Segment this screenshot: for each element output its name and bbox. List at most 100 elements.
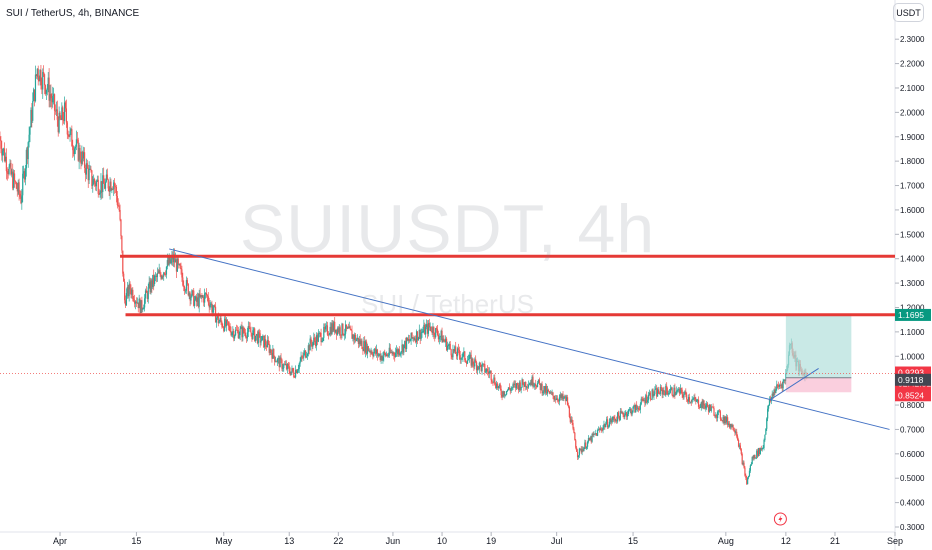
candle-body: [736, 431, 738, 437]
candle-body: [777, 385, 780, 387]
candle-body: [639, 404, 641, 410]
candle-body: [697, 399, 700, 407]
candle-body: [517, 385, 520, 391]
candle-body: [548, 391, 550, 394]
candle-body: [488, 371, 490, 374]
candle-body: [626, 413, 629, 417]
candle-body: [739, 445, 741, 450]
candle-body: [536, 386, 538, 388]
candle-body: [559, 394, 561, 398]
candle-body: [644, 400, 646, 404]
candle-body: [174, 259, 177, 263]
currency-unit-button[interactable]: USDT: [893, 3, 924, 22]
candle-body: [734, 431, 736, 433]
candle-body: [429, 326, 431, 328]
candle-body: [444, 340, 446, 343]
candle-body: [154, 275, 156, 285]
candle-body: [357, 337, 359, 344]
candle-body: [527, 384, 530, 388]
candle-body: [458, 349, 460, 356]
candle-body: [748, 470, 751, 476]
candle-body: [134, 300, 136, 304]
price-tag-entry-text: 0.9118: [898, 375, 924, 385]
candle-body: [342, 323, 344, 335]
candle-body: [464, 351, 466, 361]
candle-body: [87, 168, 89, 181]
candle-body: [202, 296, 204, 298]
candle-body: [355, 339, 358, 341]
candle-body: [507, 387, 510, 391]
candle-body: [312, 342, 314, 347]
candle-body: [761, 448, 763, 450]
candle-body: [163, 272, 165, 277]
candle-body: [302, 356, 304, 358]
candle-body: [731, 424, 733, 428]
candle-body: [362, 349, 364, 351]
candle-body: [256, 334, 259, 344]
candle-body: [660, 386, 662, 389]
candle-body: [346, 327, 349, 329]
candle-body: [185, 280, 188, 291]
candle-body: [577, 455, 580, 458]
candle-body: [144, 290, 147, 299]
candle-body: [239, 328, 241, 336]
candle-body: [53, 94, 56, 111]
candle-body: [89, 168, 91, 170]
candle-body: [253, 328, 255, 331]
candle-body: [347, 327, 349, 329]
candle-body: [378, 353, 380, 355]
candle-body: [591, 434, 593, 442]
candle-body: [392, 352, 394, 354]
candle-body: [272, 349, 274, 359]
candle-body: [549, 392, 551, 394]
candle-body: [516, 383, 519, 386]
candle-body: [137, 302, 139, 309]
candle-body: [783, 379, 785, 381]
candle-body: [103, 175, 105, 184]
candle-body: [337, 328, 339, 333]
candle-body: [653, 394, 655, 397]
candle-body: [175, 259, 178, 272]
candle-body: [24, 168, 27, 180]
y-tick-label: 2.2000: [900, 60, 925, 69]
candle-body: [727, 423, 730, 425]
candle-body: [13, 173, 15, 189]
candle-body: [273, 349, 275, 356]
candle-body: [547, 389, 550, 392]
candle-body: [490, 371, 492, 381]
candle-body: [425, 324, 428, 328]
candle-body: [410, 332, 412, 341]
candle-body: [262, 335, 264, 337]
candle-body: [556, 398, 559, 401]
candle-body: [149, 281, 151, 293]
candle-body: [65, 108, 67, 123]
candle-body: [480, 364, 482, 371]
candle-body: [182, 277, 184, 286]
candle-body: [327, 334, 329, 336]
candle-body: [576, 447, 578, 452]
candle-body: [384, 351, 386, 354]
candle-body: [213, 305, 215, 310]
y-tick-label: 1.7000: [900, 182, 925, 191]
candle-body: [300, 356, 302, 361]
candle-body: [32, 101, 34, 121]
candle-body: [23, 171, 25, 174]
candle-body: [282, 368, 284, 369]
candle-body: [85, 163, 88, 175]
candle-body: [118, 205, 120, 210]
candle-body: [289, 371, 291, 375]
candle-body: [283, 364, 285, 369]
candle-body: [196, 297, 198, 302]
candle-body: [546, 386, 548, 394]
candle-body: [381, 355, 383, 361]
candle-body: [638, 409, 641, 411]
candle-body: [447, 345, 450, 347]
candle-body: [238, 335, 240, 339]
candle-body: [146, 292, 148, 299]
candle-body: [380, 355, 382, 360]
candle-body: [183, 285, 185, 287]
candle-body: [728, 423, 731, 428]
candle-body: [553, 396, 555, 400]
candle-body: [767, 408, 769, 419]
